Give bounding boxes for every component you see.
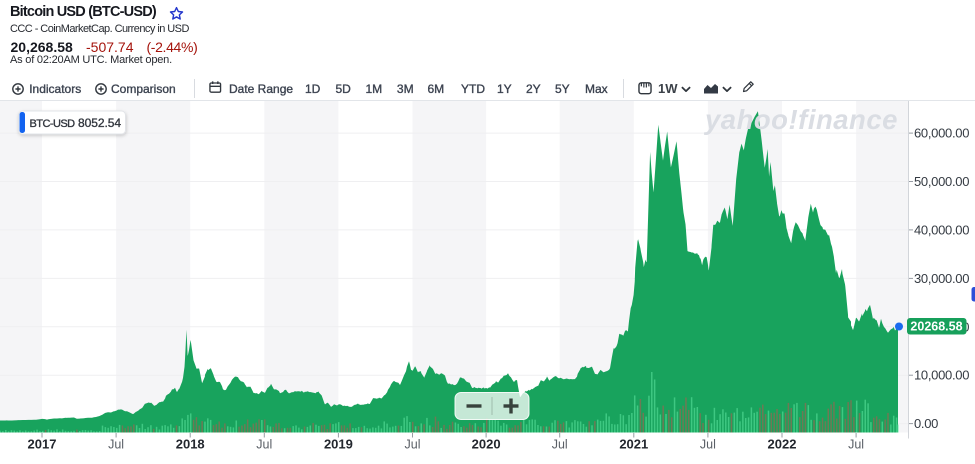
svg-text:BTC-USD: BTC-USD [30, 118, 76, 130]
svg-text:2019: 2019 [324, 437, 353, 452]
svg-text:Jul: Jul [552, 438, 568, 452]
svg-text:30,000.00: 30,000.00 [914, 271, 969, 286]
svg-text:Jul: Jul [108, 438, 124, 452]
svg-text:Jul: Jul [848, 438, 864, 452]
svg-text:2022: 2022 [768, 437, 797, 452]
svg-text:Jul: Jul [256, 438, 272, 452]
svg-text:2017: 2017 [28, 437, 57, 452]
svg-text:20268.58: 20268.58 [910, 320, 962, 334]
svg-text:0.00: 0.00 [914, 416, 938, 431]
svg-text:2020: 2020 [472, 437, 501, 452]
svg-text:10,000.00: 10,000.00 [914, 368, 969, 383]
svg-text:50,000.00: 50,000.00 [914, 174, 969, 189]
svg-text:60,000.00: 60,000.00 [914, 126, 969, 141]
svg-text:2018: 2018 [176, 437, 205, 452]
svg-text:Jul: Jul [700, 438, 716, 452]
svg-text:40,000.00: 40,000.00 [914, 222, 969, 237]
svg-text:2021: 2021 [619, 437, 648, 452]
svg-text:Jul: Jul [405, 438, 421, 452]
svg-text:8052.54: 8052.54 [78, 116, 121, 130]
svg-text:yahoo!finance: yahoo!finance [703, 104, 898, 135]
